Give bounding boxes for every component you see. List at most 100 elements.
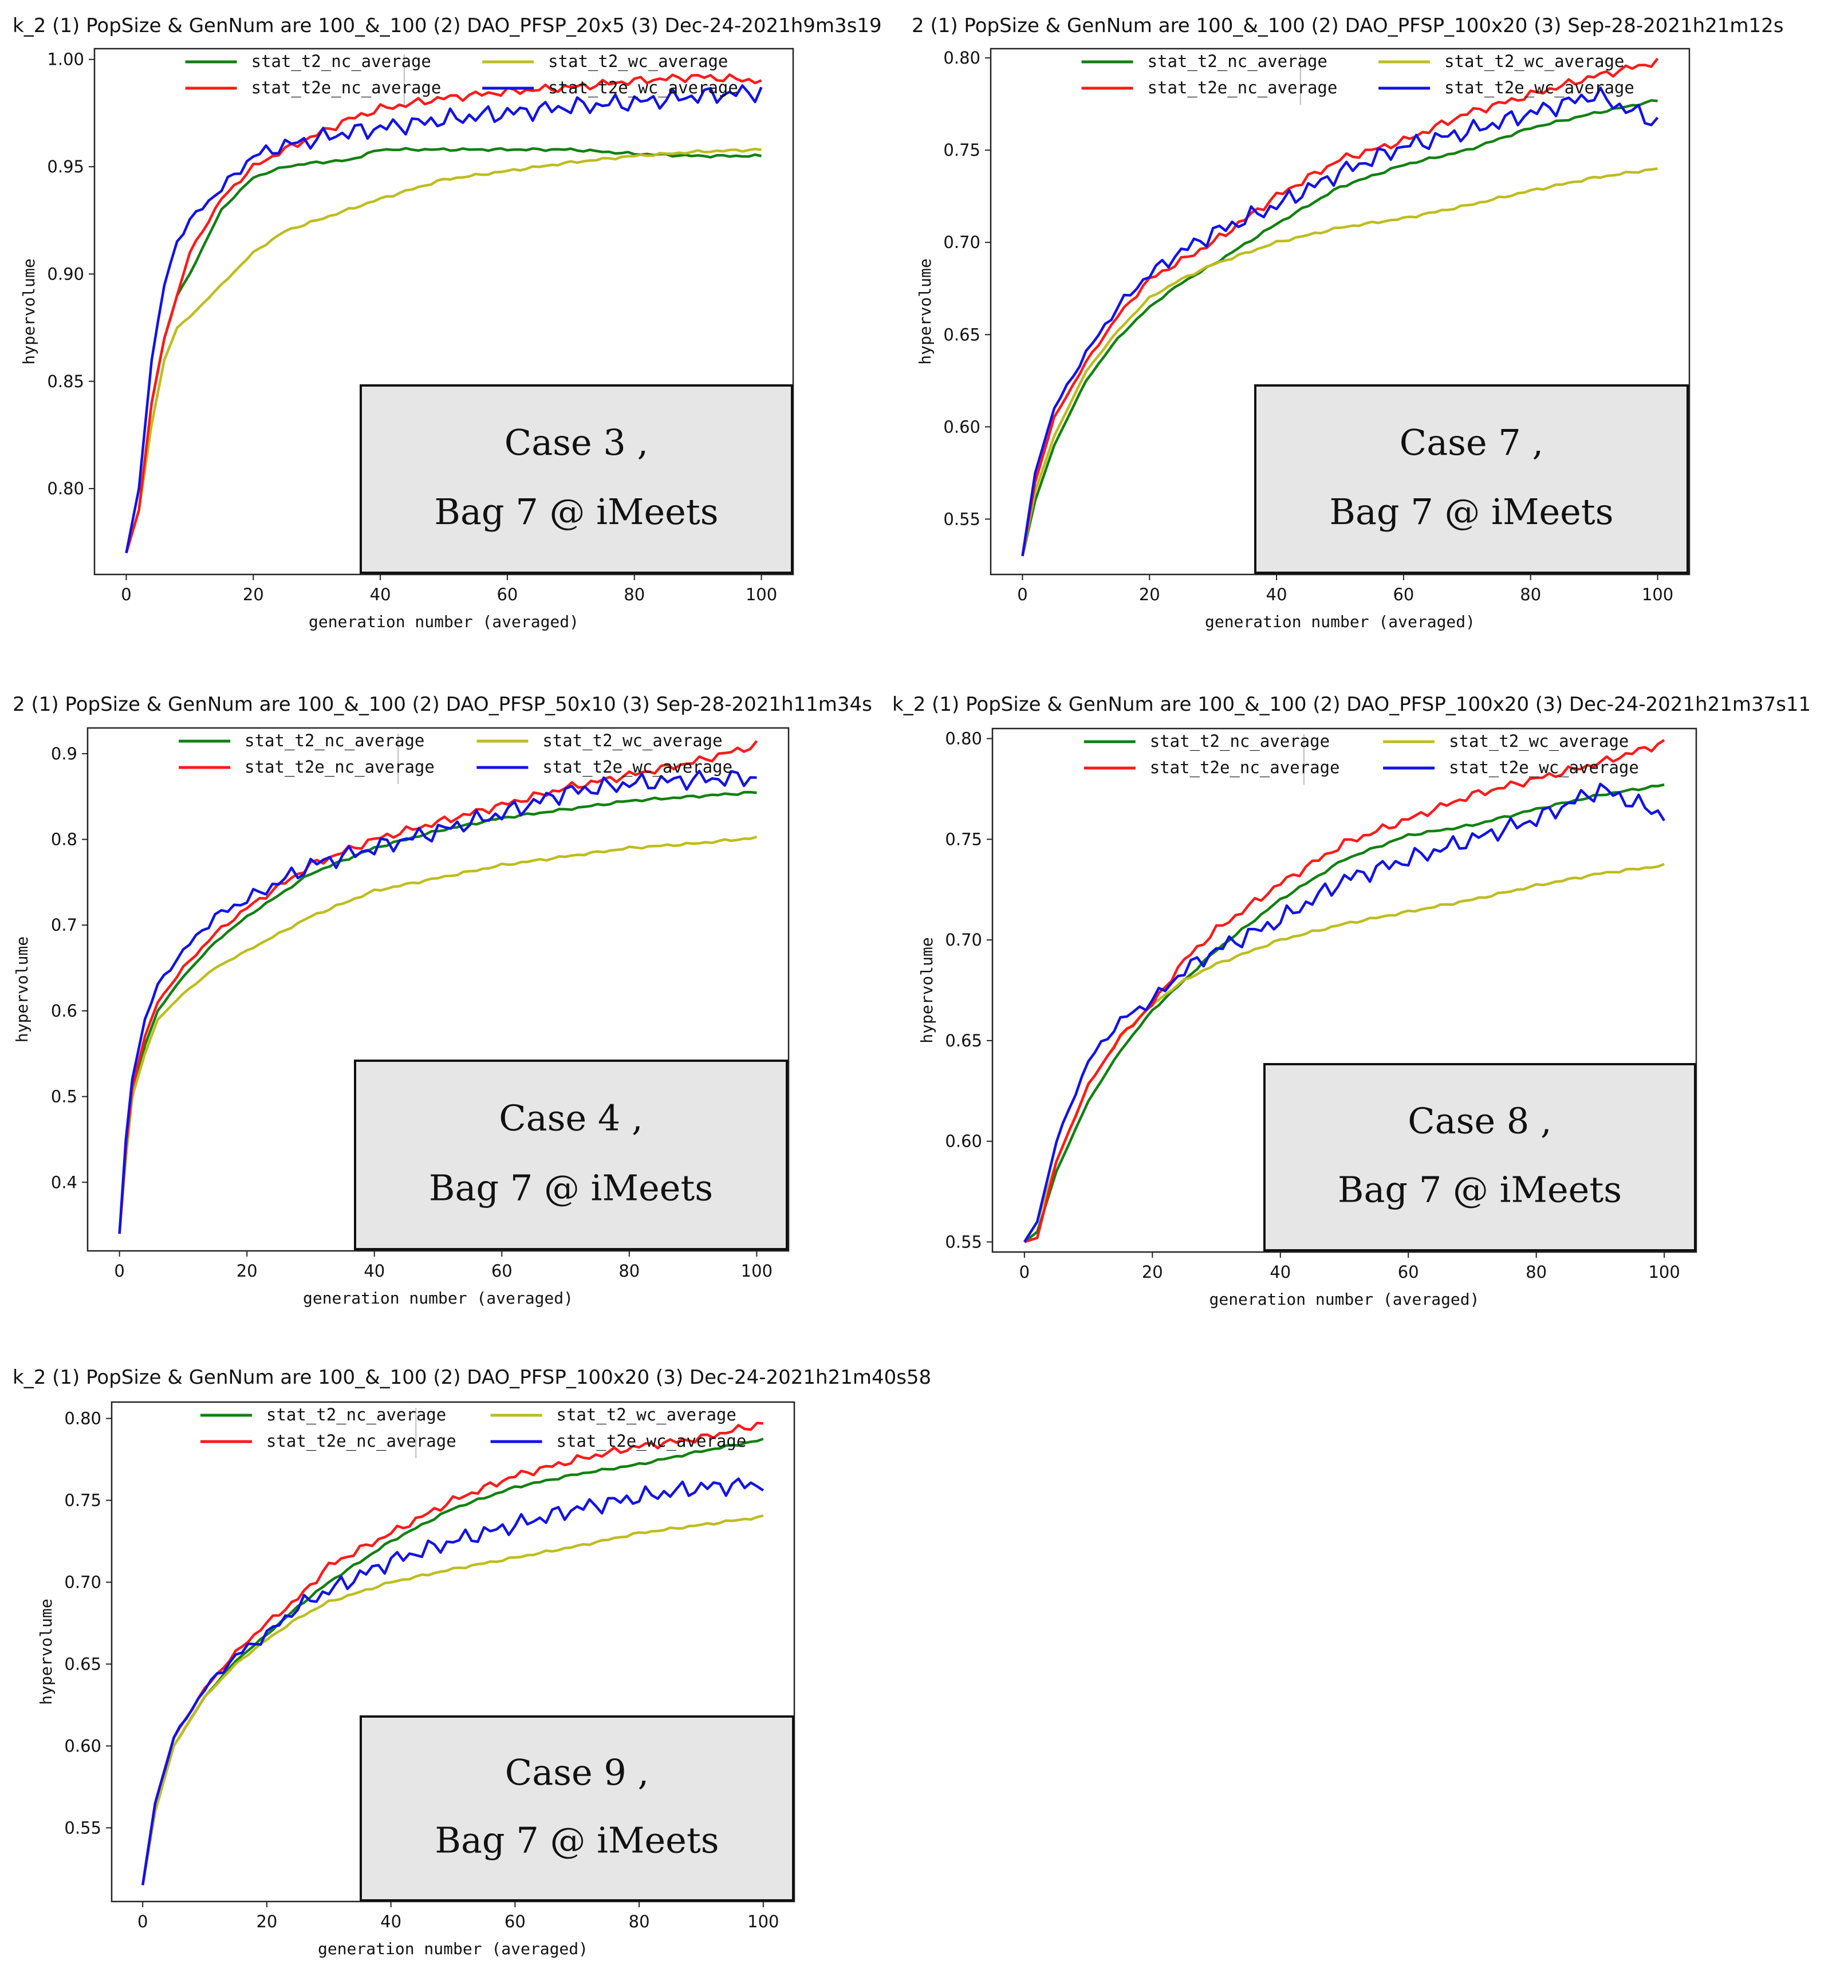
y-axis-label: hypervolume [37, 1599, 56, 1704]
series-line-stat_t2e_nc_average [125, 73, 762, 554]
x-tick-label: 60 [497, 585, 518, 604]
series-line-stat_t2_wc_average [1021, 167, 1658, 557]
y-tick-label: 0.60 [943, 417, 980, 436]
y-tick-label: 0.9 [51, 744, 77, 763]
x-tick-label: 60 [491, 1261, 513, 1281]
x-tick-label: 0 [114, 1261, 124, 1281]
annotation-case-label: Case 4 , [499, 1097, 643, 1139]
y-tick-label: 0.6 [51, 1001, 77, 1021]
x-tick-label: 100 [1648, 1262, 1680, 1282]
chart-panel-3: 2 (1) PopSize & GenNum are 100_&_100 (2)… [13, 693, 872, 1308]
y-tick-label: 0.7 [51, 915, 77, 935]
x-tick-label: 20 [256, 1912, 277, 1931]
x-tick-label: 20 [243, 585, 264, 604]
x-tick-label: 80 [624, 585, 645, 604]
x-tick-label: 80 [618, 1261, 640, 1281]
x-tick-label: 60 [1393, 585, 1414, 604]
legend-entry: stat_t2_wc_average [542, 731, 722, 751]
x-tick-label: 0 [1019, 1262, 1030, 1282]
annotation-box [1263, 1063, 1696, 1251]
chart-panel-4: k_2 (1) PopSize & GenNum are 100_&_100 (… [892, 693, 1811, 1309]
x-tick-label: 40 [370, 585, 391, 604]
legend-entry: stat_t2e_nc_average [266, 1431, 456, 1451]
series-line-stat_t2_nc_average [1023, 783, 1665, 1243]
x-tick-label: 80 [1526, 1262, 1547, 1282]
chart-panel-1: k_2 (1) PopSize & GenNum are 100_&_100 (… [13, 14, 882, 631]
legend-entry: stat_t2e_wc_average [548, 78, 738, 98]
y-axis-label: hypervolume [13, 936, 31, 1042]
legend-entry: stat_t2_nc_average [266, 1405, 446, 1425]
y-axis-label: hypervolume [916, 258, 935, 364]
series-line-stat_t2_nc_average [1021, 99, 1658, 557]
annotation-case-label: Case 9 , [505, 1751, 649, 1793]
legend-entry: stat_t2_wc_average [1444, 52, 1624, 72]
annotation-bag-label: Bag 7 @ iMeets [434, 491, 718, 533]
series-line-stat_t2e_wc_average [141, 1477, 765, 1885]
y-tick-label: 0.4 [51, 1172, 77, 1192]
annotation-box [354, 1060, 788, 1250]
x-tick-label: 100 [741, 1261, 773, 1281]
legend-entry: stat_t2e_nc_average [1148, 78, 1338, 98]
chart-panel-5: k_2 (1) PopSize & GenNum are 100_&_100 (… [13, 1366, 931, 1958]
plot-frame [86, 727, 790, 1252]
x-tick-label: 20 [237, 1261, 258, 1281]
x-tick-label: 40 [1270, 1262, 1291, 1282]
legend-entry: stat_t2e_wc_average [1449, 758, 1639, 778]
annotation-box [1254, 384, 1689, 574]
y-tick-label: 0.65 [943, 325, 980, 344]
legend-entry: stat_t2e_wc_average [1444, 78, 1634, 98]
x-tick-label: 0 [137, 1912, 148, 1931]
chart-title: 2 (1) PopSize & GenNum are 100_&_100 (2)… [912, 14, 1784, 37]
y-tick-label: 0.70 [943, 233, 980, 252]
x-axis-label: generation number (averaged) [1205, 612, 1475, 631]
x-tick-label: 40 [364, 1261, 385, 1281]
series-line-stat_t2e_nc_average [1021, 57, 1659, 557]
x-tick-label: 100 [747, 1912, 779, 1931]
y-tick-label: 0.80 [64, 1409, 101, 1428]
legend-entry: stat_t2_wc_average [557, 1405, 736, 1425]
series-line-stat_t2e_wc_average [1023, 782, 1666, 1243]
legend-entry: stat_t2e_nc_average [1150, 758, 1340, 778]
series-line-stat_t2_nc_average [141, 1438, 764, 1885]
x-tick-label: 60 [505, 1912, 526, 1931]
y-tick-label: 0.85 [47, 372, 84, 391]
legend-entry: stat_t2e_nc_average [251, 78, 442, 98]
legend-entry: stat_t2_nc_average [1148, 52, 1327, 72]
x-tick-label: 0 [121, 585, 131, 604]
chart-title: 2 (1) PopSize & GenNum are 100_&_100 (2)… [13, 693, 872, 716]
series-line-stat_t2_wc_average [141, 1514, 764, 1885]
y-tick-label: 0.65 [945, 1031, 982, 1050]
y-tick-label: 0.55 [64, 1818, 101, 1837]
x-tick-label: 100 [746, 585, 777, 604]
x-tick-label: 40 [380, 1912, 401, 1931]
plot-frame [990, 48, 1691, 576]
legend-entry: stat_t2e_wc_average [542, 757, 732, 777]
series-line-stat_t2e_wc_average [118, 769, 757, 1234]
series-line-stat_t2e_wc_average [1021, 86, 1659, 557]
y-tick-label: 0.55 [943, 509, 980, 529]
x-tick-label: 60 [1398, 1262, 1419, 1282]
plot-frame [991, 727, 1697, 1253]
y-tick-label: 0.55 [945, 1232, 982, 1251]
x-axis-label: generation number (averaged) [309, 612, 579, 631]
annotation-bag-label: Bag 7 @ iMeets [429, 1167, 713, 1208]
annotation-box [360, 384, 793, 574]
x-axis-label: generation number (averaged) [303, 1289, 573, 1308]
series-line-stat_t2e_nc_average [118, 740, 758, 1234]
y-tick-label: 0.80 [47, 479, 84, 498]
chart-panel-2: 2 (1) PopSize & GenNum are 100_&_100 (2)… [912, 14, 1784, 631]
annotation-bag-label: Bag 7 @ iMeets [1329, 491, 1613, 533]
legend-entry: stat_t2_wc_average [548, 52, 728, 72]
y-tick-label: 0.75 [945, 829, 982, 849]
x-tick-label: 80 [1520, 585, 1541, 604]
y-tick-label: 0.90 [47, 264, 84, 284]
x-tick-label: 100 [1642, 585, 1673, 604]
y-tick-label: 1.00 [47, 50, 84, 69]
plot-frame [93, 48, 794, 576]
series-line-stat_t2_nc_average [118, 790, 757, 1234]
annotation-case-label: Case 3 , [505, 422, 648, 463]
x-tick-label: 0 [1017, 585, 1027, 604]
y-tick-label: 0.70 [64, 1572, 101, 1592]
annotation-box [360, 1715, 794, 1902]
